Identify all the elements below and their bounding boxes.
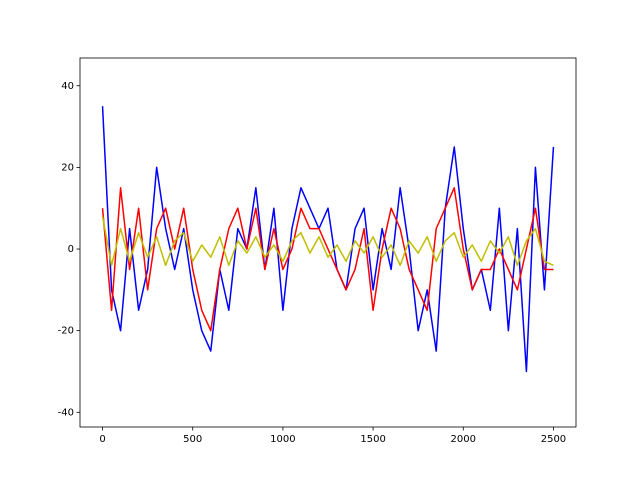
y-tick-label: 20 xyxy=(61,162,74,173)
plot-frame xyxy=(79,57,577,428)
y-tick-label: 40 xyxy=(61,81,74,92)
series-line xyxy=(101,216,554,267)
series-line xyxy=(101,187,554,332)
x-tick-label: 2500 xyxy=(541,434,566,445)
x-tick-label: 0 xyxy=(99,434,105,445)
x-tick-label: 500 xyxy=(183,434,202,445)
y-tick-label: -20 xyxy=(58,326,74,337)
x-tick-label: 2000 xyxy=(451,434,476,445)
x-tick-label: 1000 xyxy=(270,434,295,445)
y-tick-label: 0 xyxy=(68,244,74,255)
y-tick-label: -40 xyxy=(58,407,74,418)
x-tick-label: 1500 xyxy=(360,434,385,445)
